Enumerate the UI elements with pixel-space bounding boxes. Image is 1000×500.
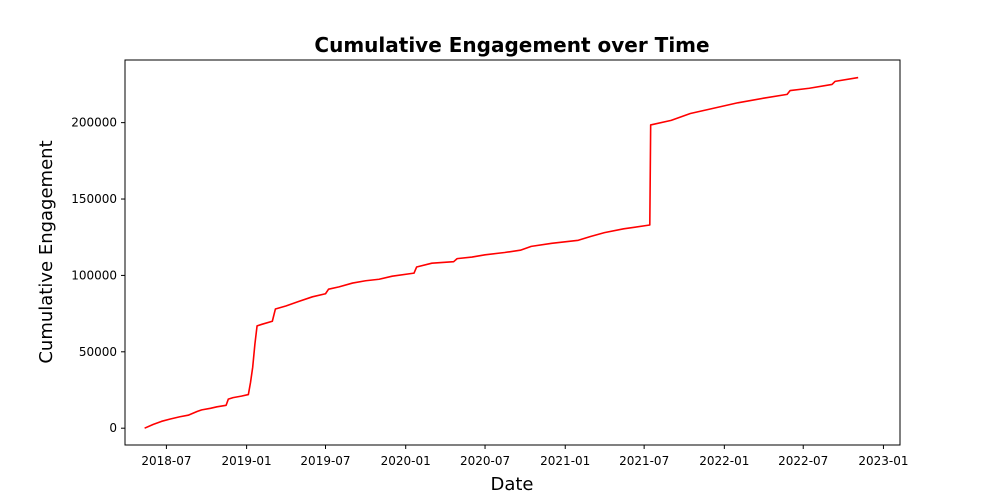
x-tick-label: 2019-07 [300, 454, 350, 468]
y-tick-label: 0 [109, 421, 117, 435]
x-tick-label: 2020-07 [460, 454, 510, 468]
x-tick-label: 2023-01 [858, 454, 908, 468]
series-line-0 [144, 76, 859, 429]
plot-frame [124, 59, 901, 446]
y-tick-label: 150000 [71, 192, 117, 206]
x-tick-label: 2021-07 [619, 454, 669, 468]
y-tick-label: 50000 [79, 345, 117, 359]
series-layer [144, 76, 859, 429]
x-tick-label: 2019-01 [222, 454, 272, 468]
x-tick-label: 2022-01 [699, 454, 749, 468]
y-axis-label: Cumulative Engagement [36, 140, 57, 363]
chart-title: Cumulative Engagement over Time [314, 33, 709, 57]
x-axis-label: Date [490, 474, 533, 495]
x-tick-label: 2020-01 [381, 454, 431, 468]
x-tick-label: 2018-07 [141, 454, 191, 468]
y-tick-label: 200000 [71, 116, 117, 130]
y-tick-label: 100000 [71, 268, 117, 282]
x-tick-label: 2022-07 [778, 454, 828, 468]
x-axis-ticks: 2018-07 2019-01 2019-07 2020-01 2020-07 2021-… [141, 445, 909, 468]
x-tick-label: 2021-01 [540, 454, 590, 468]
y-axis-ticks: 0 50000 100000 150000 200000 [71, 116, 125, 435]
